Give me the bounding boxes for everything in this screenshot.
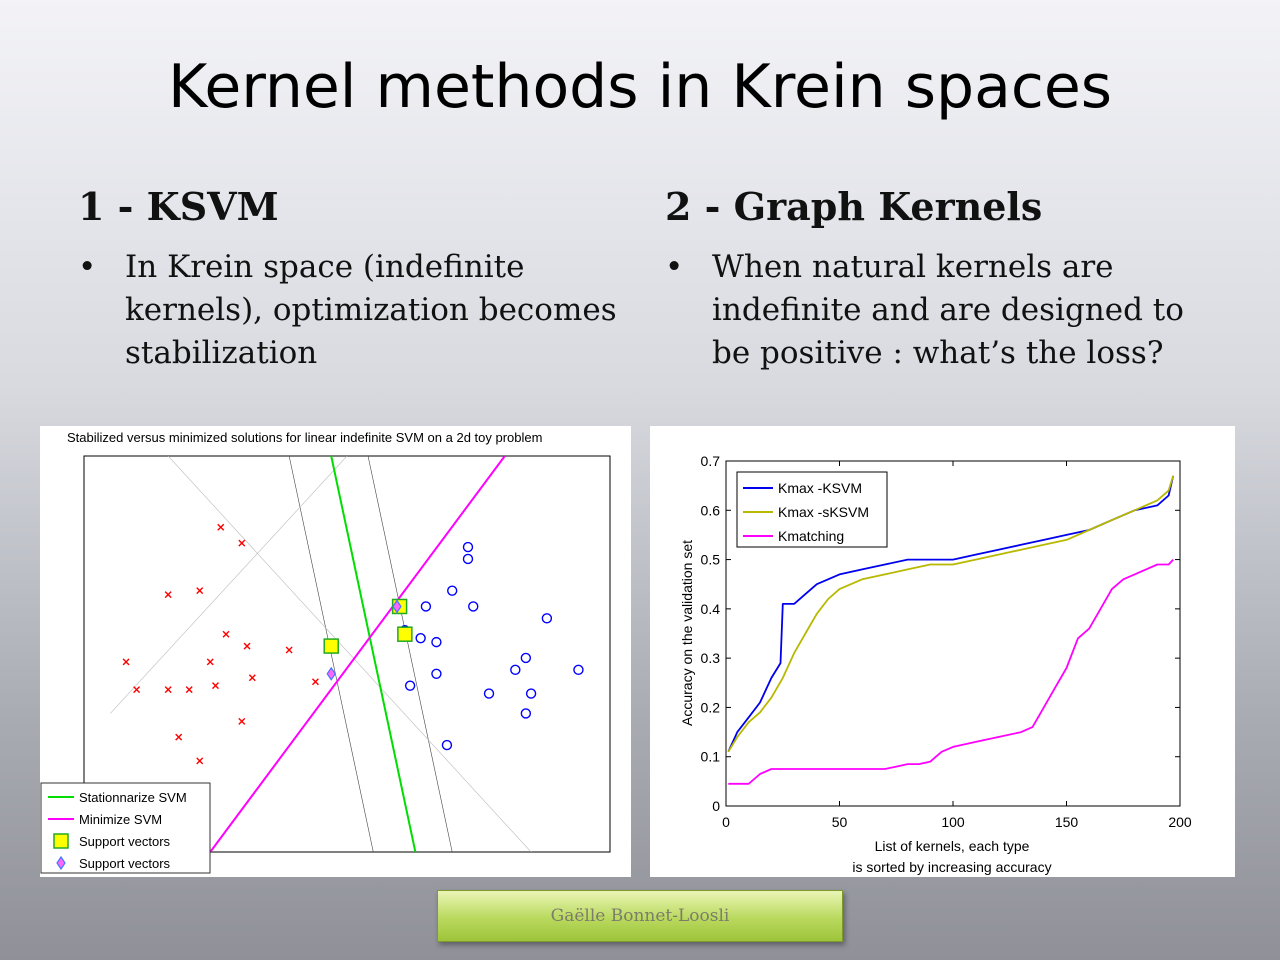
right-bullet: • When natural kernels are indefinite an… [665,246,1225,376]
x-tick-label: 50 [832,814,848,830]
bullet-dot: • [78,249,97,285]
acc-xlabel: List of kernels, each type [875,838,1030,854]
class-x-point [217,523,225,531]
class-o-point [431,668,442,680]
legend-label: Stationnarize SVM [79,790,187,805]
legend-label: Kmax -KSVM [778,480,862,496]
support-vector-square [323,638,339,654]
bullet-dot: • [665,249,684,285]
class-o-point [447,585,458,596]
class-x-point [196,587,204,595]
class-o-point [420,601,432,612]
accuracy-line-chart: 0 50 100 150 200 0 0.1 0.2 0.3 0.4 0.5 0.6 0.7 List … [679,453,1192,875]
right-bullet-line-2: indefinite and are designed to [712,292,1184,328]
margin-line [367,456,453,852]
class-o-point [573,664,584,676]
series-line-kmatching [728,558,1174,785]
class-x-point [196,757,204,765]
left-bullet-line-3: stabilization [125,335,318,371]
acc-xlabel-line2: is sorted by increasing accuracy [852,859,1051,875]
minimize-svm-line [209,456,506,852]
stationnarize-svm-line [330,456,417,852]
class-x-point [122,658,130,666]
y-tick-label: 0.6 [701,502,721,518]
class-o-point [441,739,453,751]
svm-legend: Stationnarize SVM Minimize SVM Support vec… [40,782,211,874]
acc-plot-area [727,475,1175,785]
legend-label: Minimize SVM [79,812,162,827]
y-tick-label: 0.4 [701,601,721,617]
right-heading: 2 - Graph Kernels [665,184,1043,229]
series-line-kmax-sksvm [727,475,1175,753]
x-tick-label: 0 [722,814,730,830]
class-x-point [212,682,219,690]
right-bullet-text: When natural kernels are indefinite and … [712,246,1184,375]
legend-label: Kmax -sKSVM [778,504,869,520]
margin-line [167,456,532,852]
support-vector-diamond [392,599,402,614]
y-tick-label: 0 [712,798,720,814]
left-bullet-text: In Krein space (indefinite kernels), opt… [125,246,617,375]
legend-diamond-swatch [56,855,66,871]
legend-label: Support vectors [79,856,171,871]
legend-label: Kmatching [778,528,844,544]
right-bullet-line-1: When natural kernels are [712,249,1114,285]
right-bullet-line-3: be positive : what’s the loss? [712,335,1164,371]
class-x-point [206,658,214,666]
x-tick-label: 100 [941,814,965,830]
author-box: Gaëlle Bonnet-Loosli [437,890,843,942]
accuracy-figure: 0 50 100 150 200 0 0.1 0.2 0.3 0.4 0.5 0.6 0.7 List … [650,426,1235,877]
legend-square-swatch [53,833,69,849]
x-tick-label: 150 [1055,814,1079,830]
class-x-point [164,591,172,599]
acc-axes: 0 50 100 150 200 0 0.1 0.2 0.3 0.4 0.5 0.6 0.7 [701,453,1192,830]
class-x-point [133,686,141,694]
class-x-point [311,678,319,686]
margin-line [110,456,348,714]
svm-chart-title: Stabilized versus minimized solutions fo… [67,430,542,445]
class-o-point [525,688,537,699]
class-o-point [520,652,532,664]
class-o-point [431,636,442,648]
y-tick-label: 0.2 [701,699,721,715]
left-bullet-line-1: In Krein space (indefinite [125,249,525,285]
class-x-point [248,674,256,682]
class-o-point [415,632,426,644]
support-vector-diamond [326,666,336,681]
acc-ylabel: Accuracy on the validation set [679,540,695,726]
class-o-point [468,601,479,612]
class-o-point [404,680,416,691]
class-o-point [541,613,553,624]
class-o-point [510,664,521,676]
x-tick-label: 200 [1168,814,1192,830]
class-o-point [462,553,474,565]
legend-label: Support vectors [79,834,171,849]
author-name: Gaëlle Bonnet-Loosli [550,906,730,926]
y-tick-label: 0.5 [701,552,721,568]
class-x-point [222,630,230,638]
class-x-point [164,686,172,694]
class-o-point [520,708,532,719]
margin-line [288,456,374,852]
class-x-point [238,539,246,547]
y-tick-label: 0.3 [701,650,721,666]
acc-legend: Kmax -KSVM Kmax -sKSVM Kmatching [736,471,888,548]
class-x-point [185,686,193,694]
class-x-point [285,646,293,654]
left-bullet: • In Krein space (indefinite kernels), o… [78,246,638,376]
class-x-point [175,733,183,741]
class-x-point [238,717,246,725]
class-x-point [243,642,251,650]
svm-scatter-chart: Stabilized versus minimized solutions fo… [40,430,611,874]
left-heading: 1 - KSVM [78,184,279,229]
support-vector-square [397,626,413,642]
class-o-point [483,688,495,699]
y-tick-label: 0.7 [701,453,721,469]
y-tick-label: 0.1 [701,749,721,765]
svm-figure: Stabilized versus minimized solutions fo… [40,426,631,877]
slide-title: Kernel methods in Krein spaces [167,52,1113,122]
class-o-point [462,541,474,553]
left-bullet-line-2: kernels), optimization becomes [125,292,617,328]
svm-plot-area [110,456,584,852]
